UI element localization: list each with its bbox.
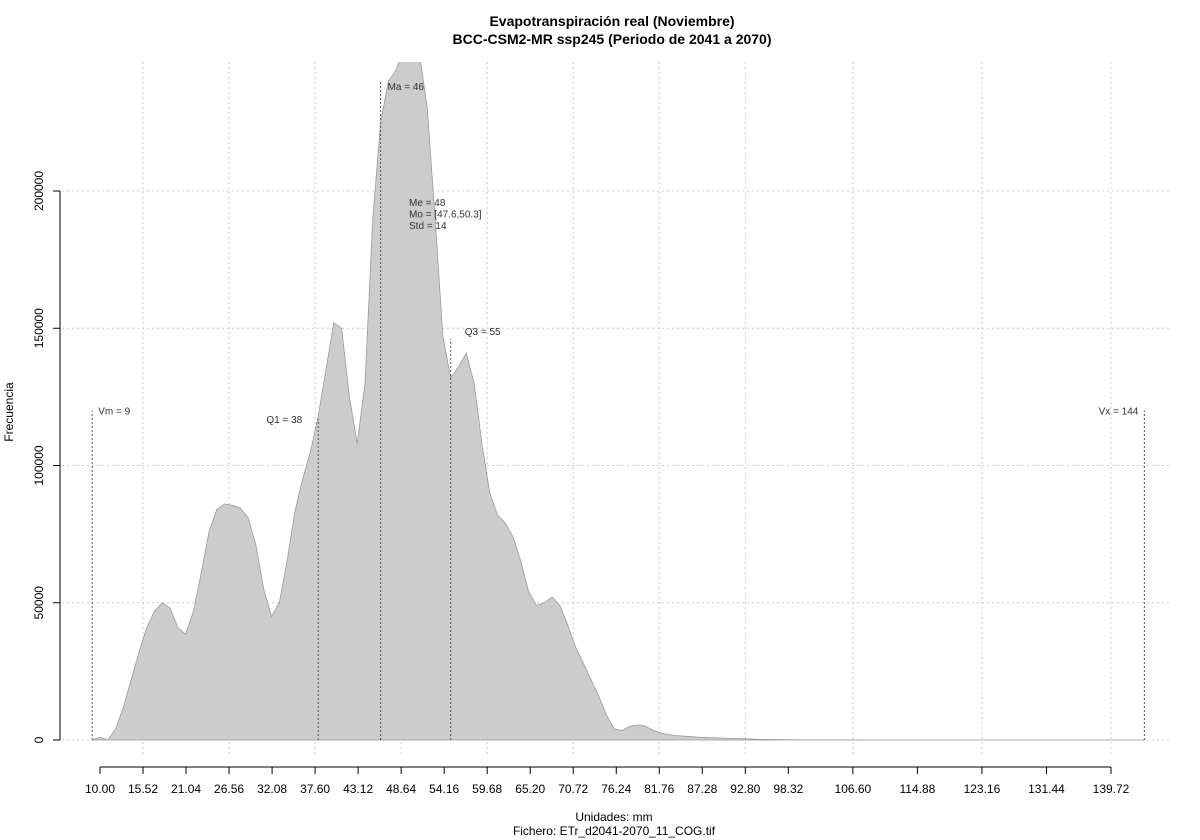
chart-subtitle: BCC-CSM2-MR ssp245 (Periodo de 2041 a 20… bbox=[453, 31, 772, 47]
file-footer: Fichero: ETr_d2041-2070_11_COG.tif bbox=[513, 824, 716, 838]
x-tick-label: 54.16 bbox=[429, 782, 459, 796]
marker-lines bbox=[91, 81, 1145, 740]
y-tick-label: 50000 bbox=[32, 586, 46, 620]
q1-label: Q1 = 38 bbox=[266, 415, 302, 426]
x-tick-label: 59.68 bbox=[472, 782, 502, 796]
density-area-path bbox=[92, 62, 1145, 741]
x-tick-label: 106.60 bbox=[835, 782, 872, 796]
x-tick-label: 32.08 bbox=[257, 782, 287, 796]
stats-label-1: Mo = [47.6,50.3] bbox=[409, 210, 482, 221]
y-axis-label: Frecuencia bbox=[2, 382, 16, 442]
x-tick-label: 65.20 bbox=[515, 782, 545, 796]
x-tick-label: 81.76 bbox=[644, 782, 674, 796]
stats-label-2: Std = 14 bbox=[409, 221, 447, 232]
x-tick-label: 139.72 bbox=[1093, 782, 1130, 796]
x-tick-label: 37.60 bbox=[300, 782, 330, 796]
y-axis: 0 50000 100000 150000 200000 bbox=[32, 171, 61, 743]
y-tick-label: 100000 bbox=[32, 445, 46, 485]
x-tick-label: 26.56 bbox=[214, 782, 244, 796]
vm-label: Vm = 9 bbox=[98, 407, 130, 418]
x-tick-label: 70.72 bbox=[558, 782, 588, 796]
x-axis: 10.00 15.52 21.04 26.56 32.08 37.60 43.12 48.64… bbox=[85, 766, 1130, 796]
x-tick-label: 21.04 bbox=[171, 782, 201, 796]
q3-label: Q3 = 55 bbox=[465, 327, 501, 338]
vx-label: Vx = 144 bbox=[1099, 407, 1139, 418]
x-tick-label: 15.52 bbox=[128, 782, 158, 796]
x-tick-label: 123.16 bbox=[964, 782, 1001, 796]
y-tick-label: 150000 bbox=[32, 308, 46, 348]
x-tick-label: 10.00 bbox=[85, 782, 115, 796]
ma-label: Ma = 46 bbox=[388, 82, 425, 93]
density-area bbox=[92, 62, 1145, 741]
x-tick-label: 92.80 bbox=[730, 782, 760, 796]
stats-label-0: Me = 48 bbox=[409, 198, 446, 209]
x-tick-label: 43.12 bbox=[343, 782, 373, 796]
annotations: Vm = 9 Vx = 144 Q1 = 38 Ma = 46 Q3 = 55 Me = … bbox=[98, 82, 1139, 426]
y-tick-label: 0 bbox=[32, 736, 46, 743]
x-tick-label: 87.28 bbox=[687, 782, 717, 796]
y-tick-label: 200000 bbox=[32, 171, 46, 211]
x-tick-label: 48.64 bbox=[386, 782, 416, 796]
x-axis-label: Unidades: mm bbox=[575, 810, 652, 824]
chart-title: Evapotranspiración real (Noviembre) bbox=[489, 13, 734, 29]
x-tick-label: 98.32 bbox=[773, 782, 803, 796]
x-tick-label: 114.88 bbox=[899, 782, 935, 796]
x-tick-label: 131.44 bbox=[1028, 782, 1065, 796]
x-tick-label: 76.24 bbox=[601, 782, 631, 796]
